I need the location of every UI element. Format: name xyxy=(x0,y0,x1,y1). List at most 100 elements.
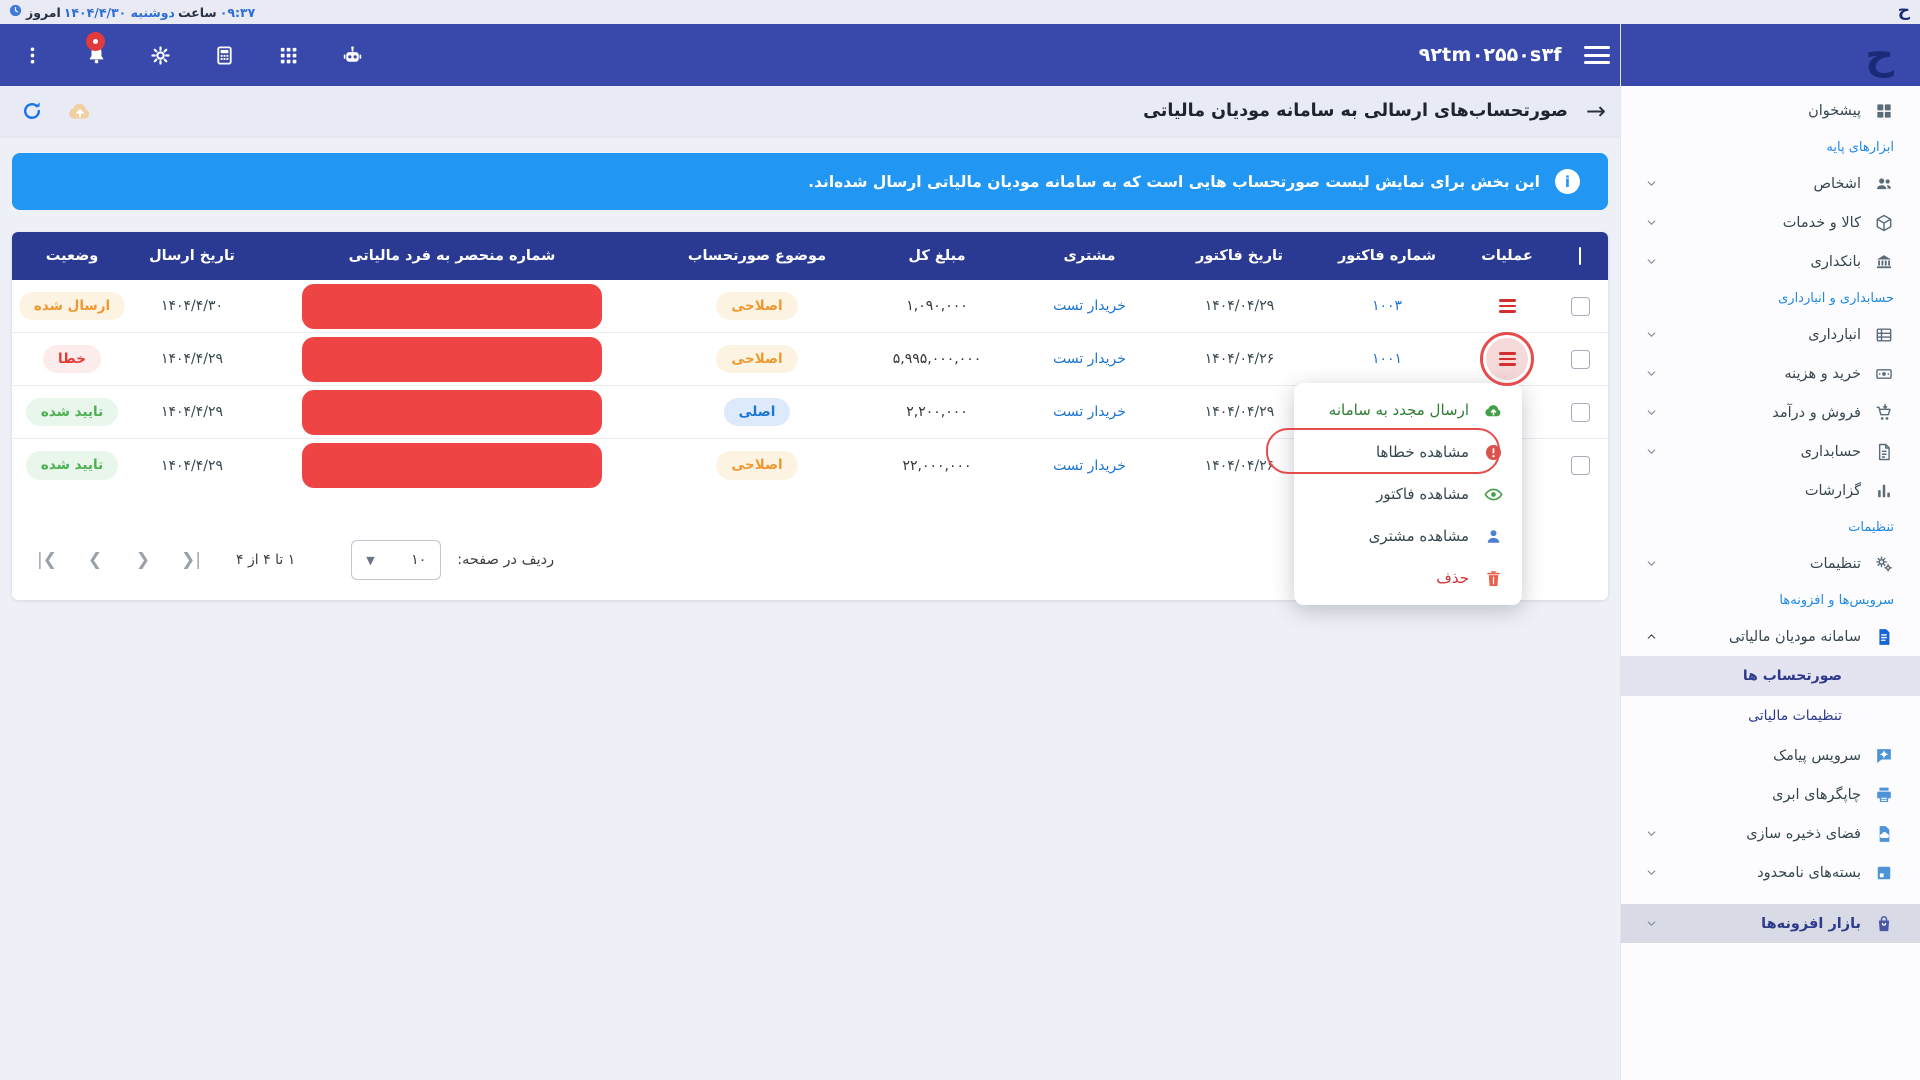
apps-grid-icon xyxy=(277,44,300,67)
col-invoice-date: تاریخ فاکتور xyxy=(1196,248,1283,264)
reports-chart-icon xyxy=(1874,481,1894,501)
invoice-number-link[interactable]: ۱۰۰۳ xyxy=(1371,298,1403,314)
assistant-robot-icon[interactable] xyxy=(320,24,384,86)
sent-date: ۱۴۰۴/۴/۲۹ xyxy=(160,351,224,367)
status-badge: خطا xyxy=(43,344,101,374)
kebab-menu-icon[interactable] xyxy=(0,24,64,86)
row-checkbox[interactable] xyxy=(1570,296,1590,316)
customer-link[interactable]: خریدار تست xyxy=(1053,457,1126,474)
sidebar-item[interactable]: حسابداری xyxy=(1621,432,1920,471)
sidebar-item[interactable]: پیشخوان xyxy=(1621,91,1920,130)
sidebar-item[interactable]: بسته‌های نامحدود xyxy=(1621,853,1920,892)
sidebar-item[interactable]: فروش و درآمد xyxy=(1621,393,1920,432)
menu-item-view-errors[interactable]: مشاهده خطاها xyxy=(1294,431,1522,473)
resend-cloud-icon xyxy=(1483,400,1504,421)
apps-grid-icon[interactable] xyxy=(256,24,320,86)
kebab-menu-icon xyxy=(21,44,44,67)
total-amount: ۲,۲۰۰,۰۰۰ xyxy=(906,404,968,420)
sidebar-item[interactable]: چاپگرهای ابری xyxy=(1621,775,1920,814)
sidebar-item[interactable]: گزارشات xyxy=(1621,471,1920,510)
cloud-upload-icon[interactable] xyxy=(66,97,94,125)
calculator-icon[interactable] xyxy=(192,24,256,86)
row-checkbox[interactable] xyxy=(1570,402,1590,422)
sms-service-icon xyxy=(1874,746,1894,766)
refresh-icon xyxy=(20,99,44,123)
status-badge: ارسال شده xyxy=(18,291,126,321)
row-actions-menu-icon[interactable] xyxy=(1498,299,1516,313)
col-subject: موضوع صورتحساب xyxy=(687,248,827,264)
sidebar-item-label: پیشخوان xyxy=(1808,102,1861,119)
customer-link[interactable]: خریدار تست xyxy=(1053,404,1126,420)
chevron-down-icon xyxy=(1645,367,1658,380)
first-page-icon[interactable]: |❮ xyxy=(37,550,57,570)
next-page-icon[interactable]: ❯ xyxy=(135,550,151,570)
calculator-icon xyxy=(213,44,236,67)
clock-icon xyxy=(8,3,23,22)
sidebar-item[interactable]: خرید و هزینه xyxy=(1621,354,1920,393)
back-arrow-icon[interactable]: → xyxy=(1585,97,1606,125)
sidebar-item-label: کالا و خدمات xyxy=(1782,214,1861,231)
sidebar-item[interactable]: فضای ذخیره سازی xyxy=(1621,814,1920,853)
cloud-printer-icon xyxy=(1874,785,1894,805)
row-checkbox[interactable] xyxy=(1570,456,1590,475)
refresh-icon[interactable] xyxy=(18,97,46,125)
rows-per-page-value: ۱۰ xyxy=(411,552,427,568)
sidebar-item[interactable]: سامانه مودیان مالیاتی xyxy=(1621,617,1920,656)
sidebar-item-label: فروش و درآمد xyxy=(1772,404,1861,421)
sidebar-item-label: فضای ذخیره سازی xyxy=(1746,825,1861,842)
customer-link[interactable]: خریدار تست xyxy=(1053,298,1126,314)
subject-badge: اصلاحی xyxy=(716,451,798,480)
tax-uid-redacted xyxy=(302,389,602,435)
sidebar-item[interactable]: سرویس پیامک xyxy=(1621,736,1920,775)
bank-icon xyxy=(1874,252,1894,272)
accounting-doc-icon xyxy=(1874,442,1894,462)
chevron-down-icon xyxy=(1645,216,1658,229)
rows-per-page-label: ردیف در صفحه: xyxy=(457,552,555,568)
row-actions-menu: ارسال مجدد به سامانه مشاهده خطاها مشاهده ف… xyxy=(1294,383,1522,605)
top-strip: امروز دوشنبه ۱۴۰۴/۴/۳۰ ساعت ۰۹:۳۷ ح xyxy=(0,0,1920,24)
rows-per-page-select[interactable]: ▼ ۱۰ xyxy=(351,540,442,580)
sidebar-toggle-icon[interactable] xyxy=(1584,46,1610,64)
status-badge: تایید شده xyxy=(25,397,119,427)
chevron-down-icon xyxy=(1645,557,1658,570)
sidebar-item-label: بسته‌های نامحدود xyxy=(1757,864,1861,881)
table-header-row: عملیات شماره فاکتور تاریخ فاکتور مشتری م… xyxy=(12,232,1608,280)
select-all-checkbox[interactable] xyxy=(1552,247,1608,265)
col-customer: مشتری xyxy=(1063,248,1116,264)
view-invoice-eye-icon xyxy=(1483,484,1504,505)
sent-date: ۱۴۰۴/۴/۲۹ xyxy=(160,457,224,474)
customer-link[interactable]: خریدار تست xyxy=(1053,351,1126,367)
row-actions-menu-icon[interactable] xyxy=(1498,352,1516,366)
menu-item-view-invoice-eye[interactable]: مشاهده فاکتور xyxy=(1294,473,1522,515)
menu-item-resend-cloud[interactable]: ارسال مجدد به سامانه xyxy=(1294,389,1522,431)
invoice-number-link[interactable]: ۱۰۰۱ xyxy=(1371,351,1403,367)
sidebar-item[interactable]: کالا و خدمات xyxy=(1621,203,1920,242)
assistant-robot-icon xyxy=(341,44,364,67)
sidebar-item[interactable]: بازار افزونه‌ها xyxy=(1621,904,1920,943)
gear-icon[interactable] xyxy=(128,24,192,86)
workspace-id: ۹۲tm۰۲۵۵۰s۳f xyxy=(1418,44,1562,66)
menu-item-delete-trash[interactable]: حذف xyxy=(1294,557,1522,599)
sidebar-item[interactable]: انبارداری xyxy=(1621,315,1920,354)
sidebar-item[interactable]: تنظیمات xyxy=(1621,544,1920,583)
sidebar-subitem[interactable]: تنظیمات مالیاتی xyxy=(1748,708,1842,724)
brand-logo-small: ح xyxy=(1897,1,1910,21)
sidebar-item[interactable]: اشخاص xyxy=(1621,164,1920,203)
subject-badge: اصلاحی xyxy=(716,344,798,374)
sidebar-item-label: سرویس پیامک xyxy=(1773,747,1861,764)
brand-logo: ح xyxy=(1865,32,1894,78)
notifications-bell-icon[interactable] xyxy=(64,24,128,86)
row-checkbox[interactable] xyxy=(1570,349,1590,369)
sidebar-item-label: انبارداری xyxy=(1808,326,1861,343)
menu-item-view-customer[interactable]: مشاهده مشتری xyxy=(1294,515,1522,557)
chevron-down-icon xyxy=(1645,827,1658,840)
last-page-icon[interactable]: ❯| xyxy=(181,550,201,570)
sidebar-item[interactable]: بانکداری xyxy=(1621,242,1920,281)
sidebar-section-label: سرویس‌ها و افزونه‌ها xyxy=(1779,592,1894,608)
menu-item-label: مشاهده فاکتور xyxy=(1376,485,1469,503)
previous-page-icon[interactable]: ❮ xyxy=(87,550,103,570)
sales-cart-icon xyxy=(1874,403,1894,423)
sidebar-subitem[interactable]: صورتحساب ها xyxy=(1621,656,1920,696)
status-badge: تایید شده xyxy=(25,451,119,480)
row-actions-button-active[interactable] xyxy=(1486,338,1528,380)
